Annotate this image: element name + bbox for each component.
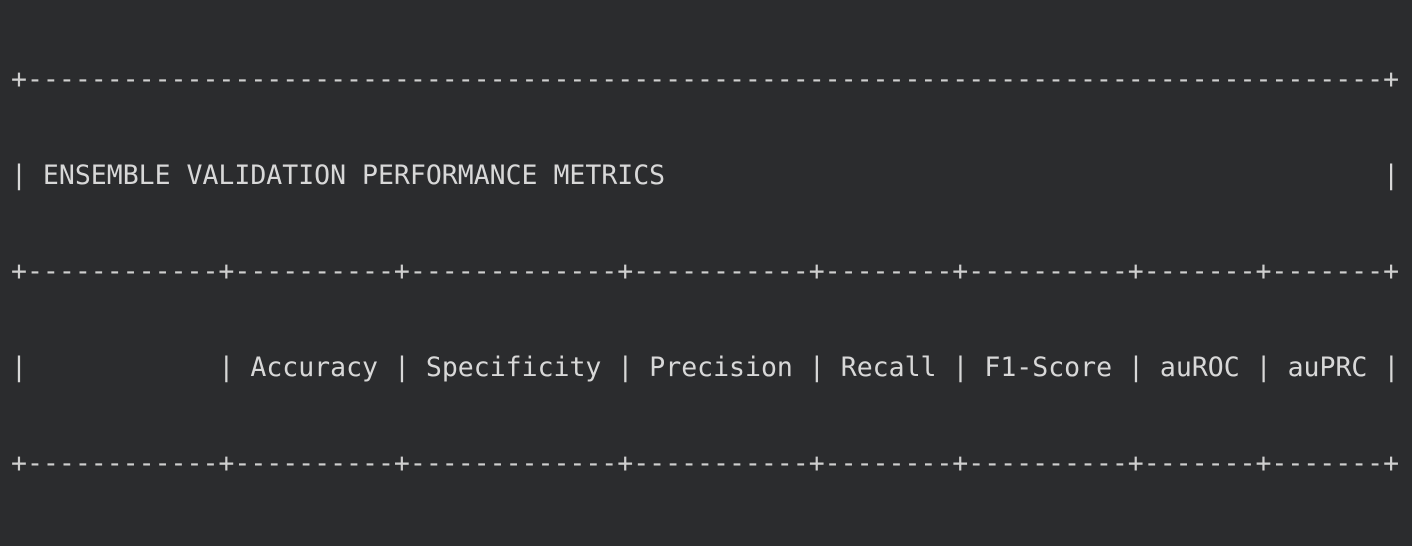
table-body: | BB | 0.770 | 0.777 | 0.300 | 0.721 | 0…: [11, 544, 1412, 546]
table-cell: 0.300: [713, 544, 793, 546]
table-cell: 0.777: [522, 544, 602, 546]
table-header-bottom-border: +------------+----------+-------------+-…: [11, 448, 1400, 479]
table-header-row: | | Accuracy | Specificity | Precision |…: [11, 352, 1400, 383]
table-row: | BB | 0.770 | 0.777 | 0.300 | 0.721 | 0…: [11, 544, 1412, 546]
table-cell: 0.770: [298, 544, 378, 546]
table-cell: 0.464: [1288, 544, 1368, 546]
column-header: F1-Score: [984, 352, 1113, 383]
table-cell: 0.423: [1032, 544, 1112, 546]
row-label: BB: [171, 544, 203, 546]
table-header-top-border: +------------+----------+-------------+-…: [11, 256, 1400, 287]
column-header: Recall: [840, 352, 937, 383]
table-cell: 0.855: [1160, 544, 1240, 546]
table-title: ENSEMBLE VALIDATION PERFORMANCE METRICS: [42, 160, 666, 191]
column-header: Precision: [649, 352, 793, 383]
column-header: Specificity: [425, 352, 602, 383]
table-top-border: +---------------------------------------…: [11, 64, 1400, 95]
table-title-line: | ENSEMBLE VALIDATION PERFORMANCE METRIC…: [11, 160, 1400, 191]
column-header: auPRC: [1287, 352, 1368, 383]
column-header: Accuracy: [250, 352, 378, 383]
table-cell: 0.721: [857, 544, 937, 546]
column-header: auROC: [1159, 352, 1240, 383]
